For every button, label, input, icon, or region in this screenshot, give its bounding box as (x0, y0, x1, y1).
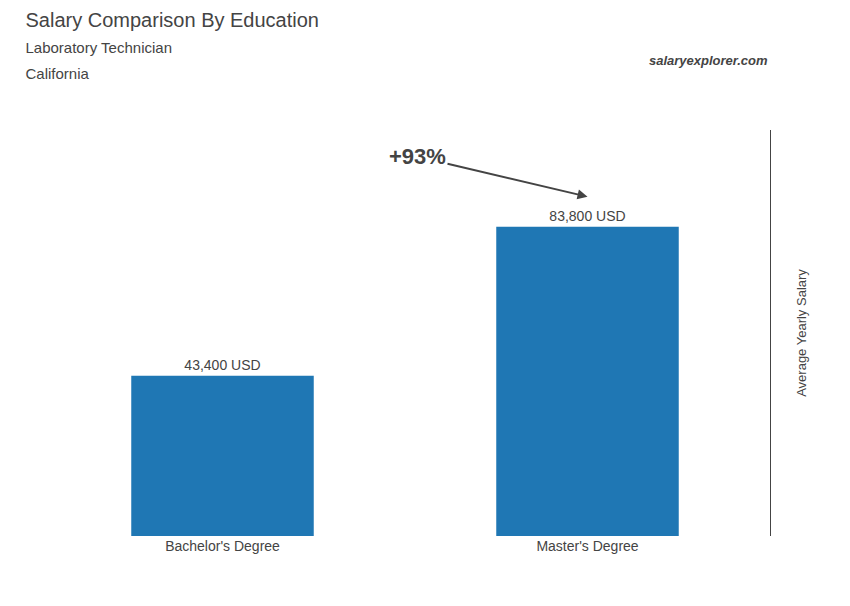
svg-text:43,400 USD: 43,400 USD (184, 357, 260, 373)
svg-text:salaryexplorer.com: salaryexplorer.com (649, 53, 768, 68)
svg-text:Bachelor's Degree: Bachelor's Degree (165, 538, 280, 554)
svg-text:Master's Degree: Master's Degree (536, 538, 638, 554)
svg-text:Average Yearly Salary: Average Yearly Salary (794, 269, 809, 397)
svg-text:+93%: +93% (389, 144, 446, 169)
svg-text:83,800 USD: 83,800 USD (549, 208, 625, 224)
svg-text:Salary Comparison By Education: Salary Comparison By EducationLaboratory… (26, 9, 319, 82)
